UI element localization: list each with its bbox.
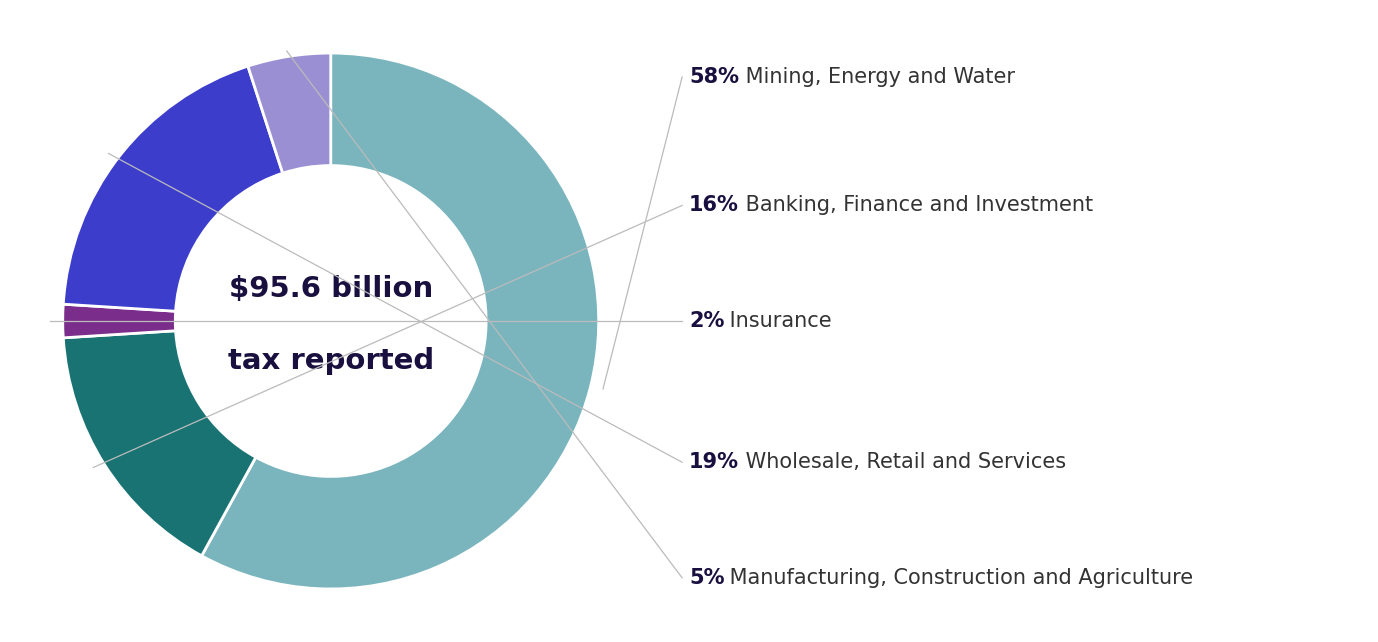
Text: 5%: 5% — [689, 568, 725, 588]
Text: 2%: 2% — [689, 311, 725, 331]
Text: Mining, Energy and Water: Mining, Energy and Water — [739, 67, 1016, 87]
Text: Wholesale, Retail and Services: Wholesale, Retail and Services — [739, 452, 1067, 473]
Wedge shape — [201, 53, 598, 589]
Text: Insurance: Insurance — [723, 311, 832, 331]
Wedge shape — [248, 53, 331, 173]
Text: 19%: 19% — [689, 452, 739, 473]
Text: 16%: 16% — [689, 195, 739, 216]
Wedge shape — [63, 304, 175, 338]
Text: Banking, Finance and Investment: Banking, Finance and Investment — [739, 195, 1093, 216]
Text: tax reported: tax reported — [227, 347, 434, 375]
Text: $95.6 billion: $95.6 billion — [229, 275, 433, 303]
Wedge shape — [63, 66, 282, 311]
Wedge shape — [63, 331, 256, 556]
Text: 58%: 58% — [689, 67, 739, 87]
Text: Manufacturing, Construction and Agriculture: Manufacturing, Construction and Agricult… — [723, 568, 1193, 588]
